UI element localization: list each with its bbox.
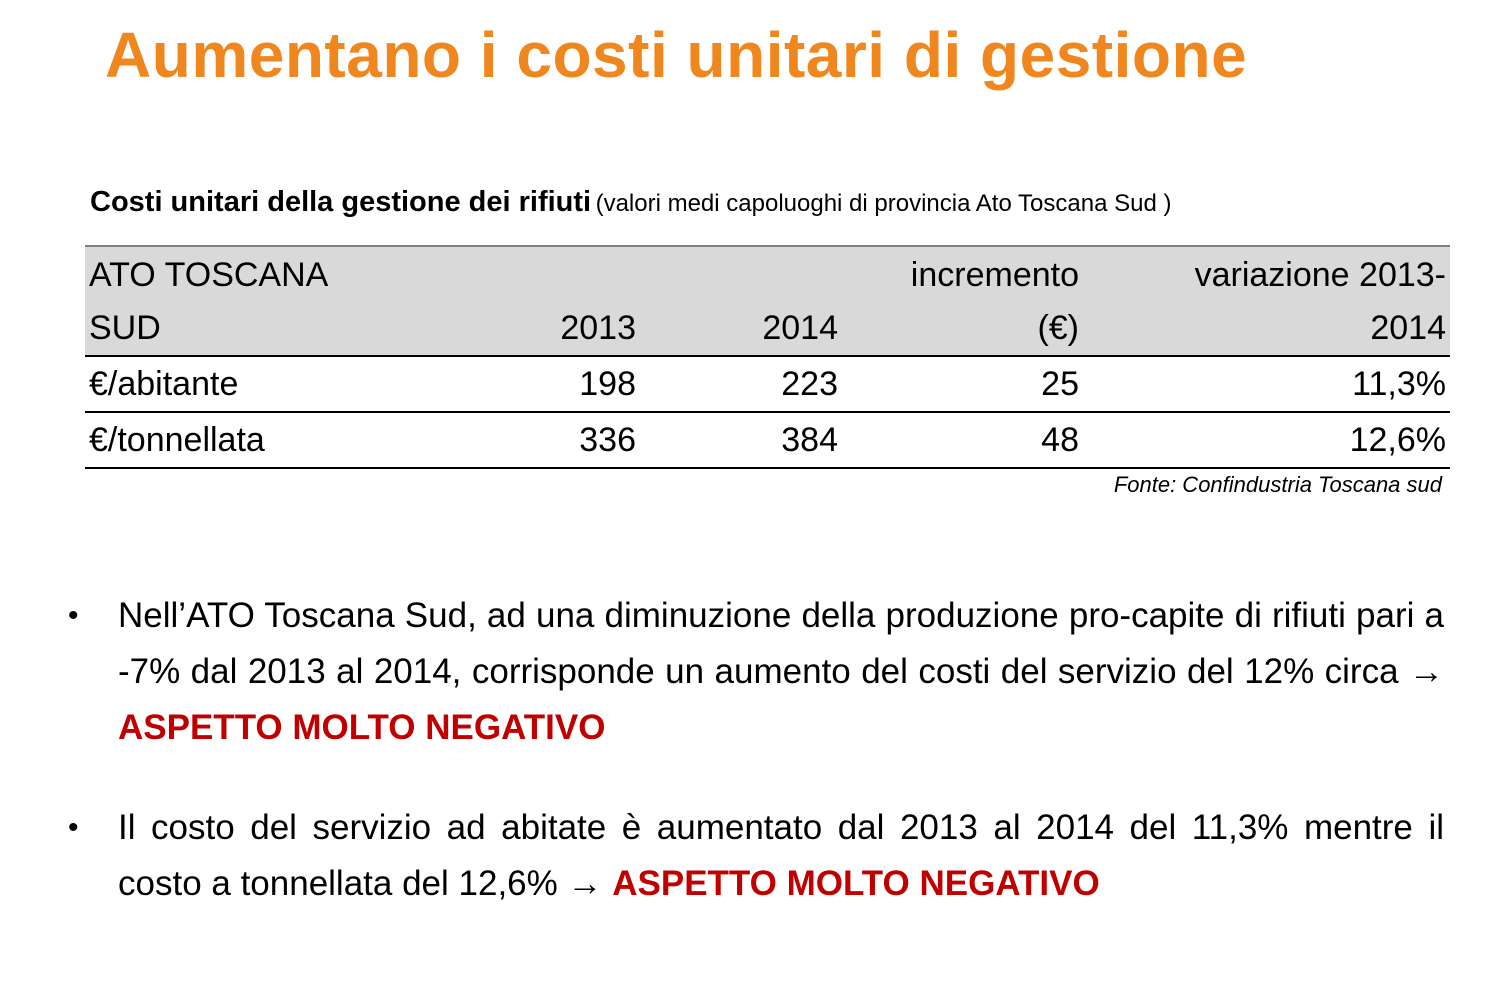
- header-area-line1: ATO TOSCANA: [89, 256, 329, 294]
- cell-2013: 336: [579, 420, 636, 459]
- header-2013-line2: 2013: [560, 309, 636, 347]
- header-increment: incremento (€): [842, 246, 1083, 356]
- page-title: Aumentano i costi unitari di gestione: [105, 19, 1248, 91]
- cell-increment: 25: [1041, 364, 1079, 403]
- cell-2014: 384: [781, 420, 838, 459]
- header-increment-line2: (€): [1037, 309, 1079, 347]
- cost-table: ATO TOSCANA SUD 2013 2014 incremento (€)…: [85, 245, 1450, 469]
- arrow-right-icon: →: [567, 864, 603, 903]
- bullet-dot-icon: •: [68, 599, 79, 632]
- cell-2013: 198: [579, 364, 636, 403]
- header-2013: 2013: [392, 246, 640, 356]
- bullet-text: Il costo del servizio ad abitate è aumen…: [118, 808, 1444, 903]
- table-header-row: ATO TOSCANA SUD 2013 2014 incremento (€)…: [85, 246, 1450, 356]
- row-label: €/abitante: [89, 364, 239, 403]
- header-variation: variazione 2013- 2014: [1083, 246, 1450, 356]
- header-increment-line1: incremento: [910, 256, 1079, 294]
- header-area: ATO TOSCANA SUD: [85, 246, 392, 356]
- arrow-right-icon: →: [1409, 652, 1444, 691]
- table-row: €/abitante 198 223 25 11,3%: [85, 356, 1450, 412]
- row-label: €/tonnellata: [89, 420, 265, 459]
- bullet-highlight: ASPETTO MOLTO NEGATIVO: [118, 708, 606, 747]
- cell-variation: 12,6%: [1349, 420, 1446, 459]
- bullet-item: • Il costo del servizio ad abitate è aum…: [68, 800, 1444, 912]
- table-row: €/tonnellata 336 384 48 12,6%: [85, 412, 1450, 468]
- header-area-line2: SUD: [89, 309, 161, 347]
- cell-2014: 223: [781, 364, 838, 403]
- table-source: Fonte: Confindustria Toscana sud: [1113, 472, 1442, 497]
- header-2014: 2014: [640, 246, 842, 356]
- bullet-text: Nell’ATO Toscana Sud, ad una diminuzione…: [118, 596, 1444, 691]
- bullet-list: • Nell’ATO Toscana Sud, ad una diminuzio…: [68, 588, 1444, 956]
- table-caption-note: (valori medi capoluoghi di provincia Ato…: [595, 190, 1172, 217]
- table-caption: Costi unitari della gestione dei rifiuti…: [90, 186, 1171, 219]
- bullet-highlight: ASPETTO MOLTO NEGATIVO: [612, 864, 1100, 903]
- cell-increment: 48: [1041, 420, 1079, 459]
- bullet-item: • Nell’ATO Toscana Sud, ad una diminuzio…: [68, 588, 1444, 756]
- header-variation-line2: 2014: [1370, 309, 1446, 347]
- header-2014-line2: 2014: [762, 309, 838, 347]
- table-caption-title: Costi unitari della gestione dei rifiuti: [90, 186, 592, 218]
- header-variation-line1: variazione 2013-: [1194, 256, 1446, 294]
- bullet-dot-icon: •: [68, 811, 79, 844]
- cell-variation: 11,3%: [1352, 364, 1446, 403]
